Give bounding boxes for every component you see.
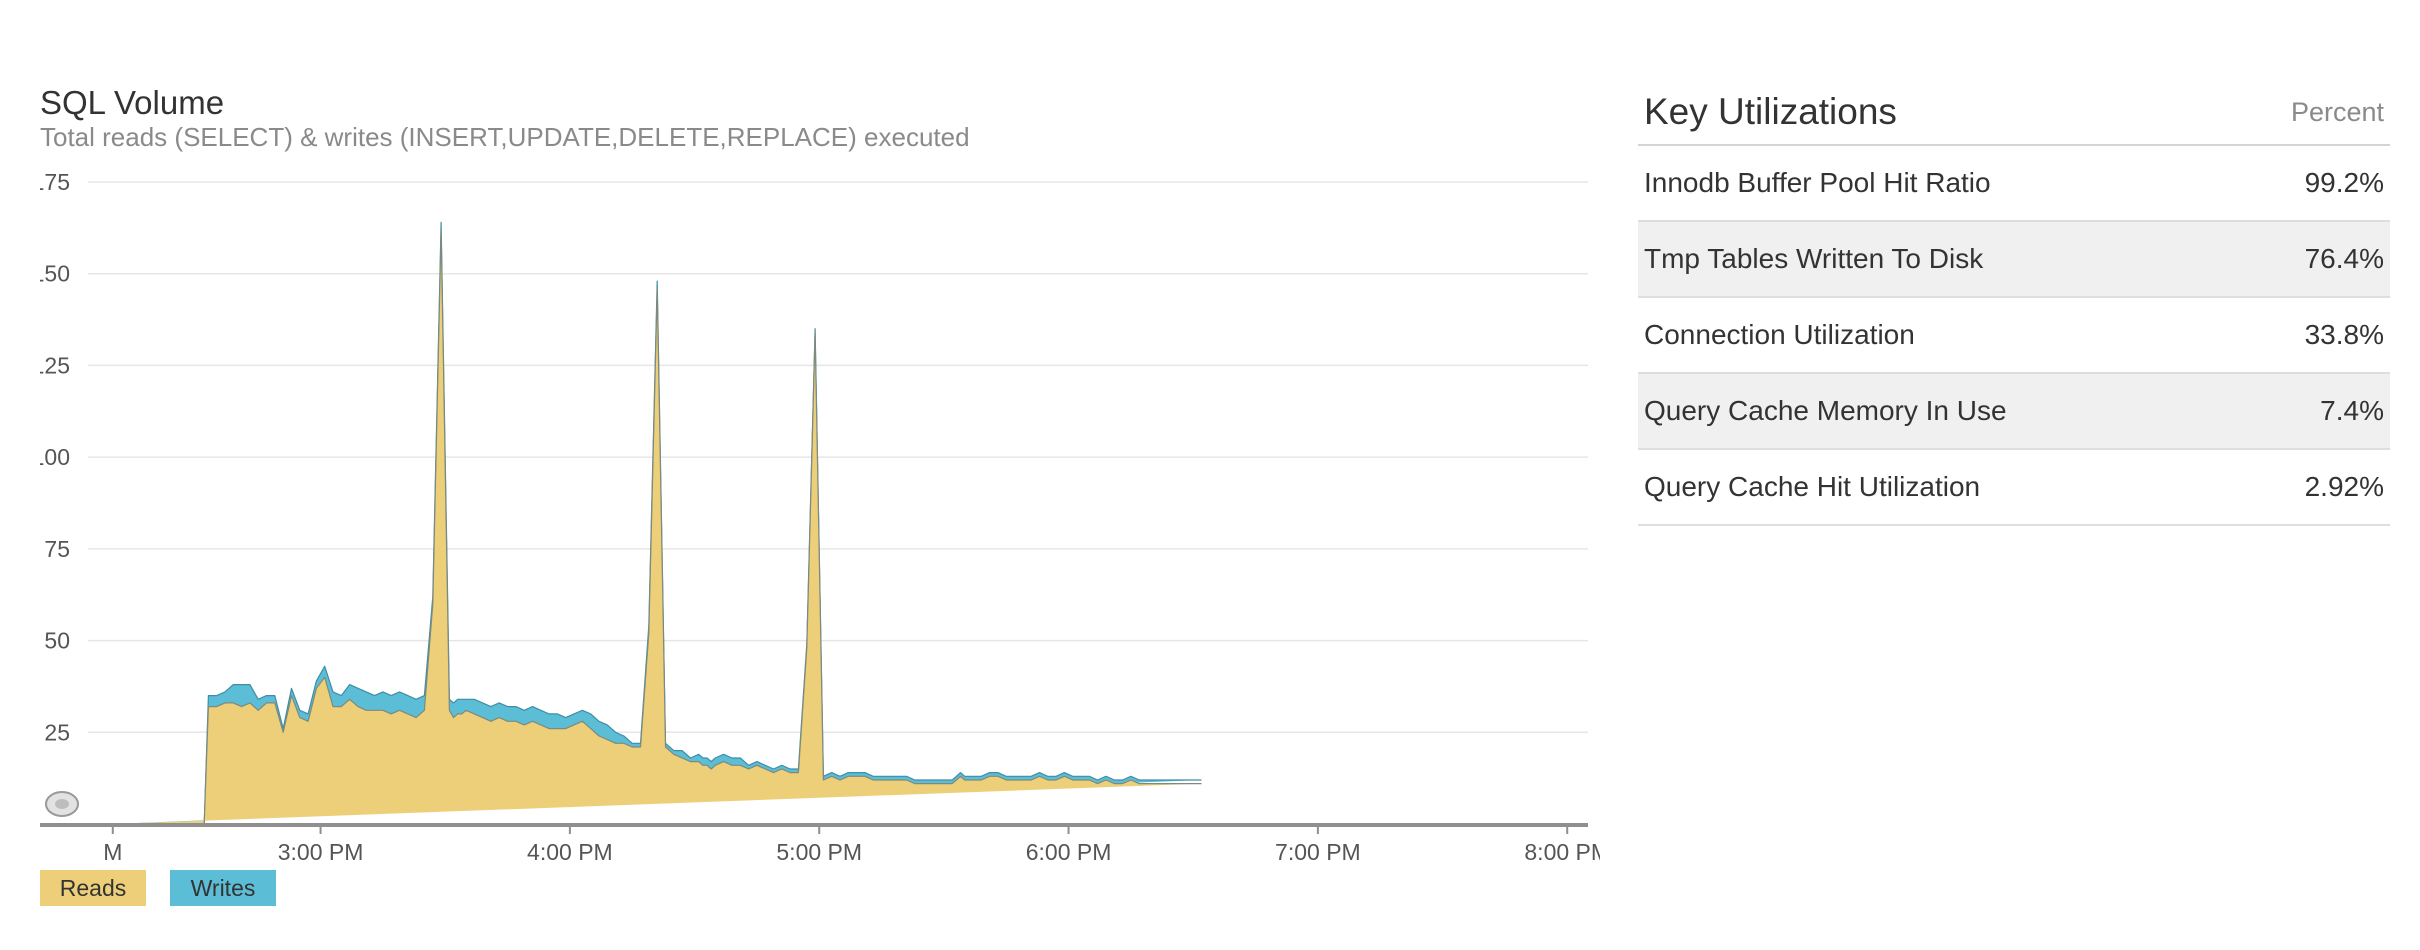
key-utilizations-panel: Key Utilizations Percent Innodb Buffer P…	[1638, 80, 2390, 526]
chart-title: SQL Volume	[40, 84, 225, 121]
chart-subtitle: Total reads (SELECT) & writes (INSERT,UP…	[40, 122, 970, 152]
legend-item-reads[interactable]: Reads	[40, 870, 146, 906]
y-tick-label: 175	[40, 169, 70, 195]
legend-item-writes[interactable]: Writes	[170, 870, 276, 906]
utilization-row: Connection Utilization 33.8%	[1638, 298, 2390, 374]
x-tick-label: 3:00 PM	[278, 839, 364, 864]
utilization-label: Query Cache Memory In Use	[1644, 395, 2007, 426]
x-tick-label: 8:00 PM	[1524, 839, 1600, 864]
y-tick-label: 125	[40, 352, 70, 378]
utilization-value: 33.8%	[2304, 319, 2384, 350]
utilization-label: Connection Utilization	[1644, 319, 1915, 350]
x-tick-label: 4:00 PM	[527, 839, 613, 864]
utilization-value: 99.2%	[2304, 167, 2384, 198]
utilization-value: 2.92%	[2304, 471, 2384, 502]
utilization-row: Query Cache Hit Utilization 2.92%	[1638, 450, 2390, 526]
x-tick-label: 6:00 PM	[1026, 839, 1112, 864]
utilization-label: Tmp Tables Written To Disk	[1644, 243, 1984, 274]
x-tick-label: 5:00 PM	[776, 839, 862, 864]
y-tick-label: 75	[44, 536, 70, 562]
utilization-row: Tmp Tables Written To Disk 76.4%	[1638, 222, 2390, 298]
reads-series-area	[112, 229, 1202, 825]
x-tick-label: 7:00 PM	[1275, 839, 1361, 864]
utilization-value: 7.4%	[2320, 395, 2384, 426]
utilization-value: 76.4%	[2304, 243, 2384, 274]
utilization-row: Innodb Buffer Pool Hit Ratio 99.2%	[1638, 146, 2390, 222]
y-tick-label: 25	[44, 719, 70, 745]
utilizations-title: Key Utilizations	[1644, 91, 1897, 132]
x-tick-label: M	[103, 839, 122, 864]
utilization-label: Query Cache Hit Utilization	[1644, 471, 1981, 502]
percent-column-header: Percent	[2290, 96, 2384, 127]
y-tick-label: 150	[40, 261, 70, 287]
utilization-label: Innodb Buffer Pool Hit Ratio	[1644, 167, 1991, 198]
scrubber-handle-grip-icon	[55, 799, 69, 809]
utilization-row: Query Cache Memory In Use 7.4%	[1638, 374, 2390, 450]
sql-volume-chart: 25 50 75 100 125 150 175 M 3:00 PM 4:00 PM 5:00 PM…	[40, 169, 1600, 864]
sql-volume-panel: 25 50 75 100 125 150 175 M 3:00 PM 4:00 PM 5:00 PM…	[40, 84, 1600, 924]
chart-legend: Reads Writes	[40, 870, 276, 906]
utilizations-header: Key Utilizations Percent	[1638, 80, 2390, 146]
y-tick-label: 50	[44, 628, 70, 654]
y-tick-label: 100	[40, 444, 70, 470]
